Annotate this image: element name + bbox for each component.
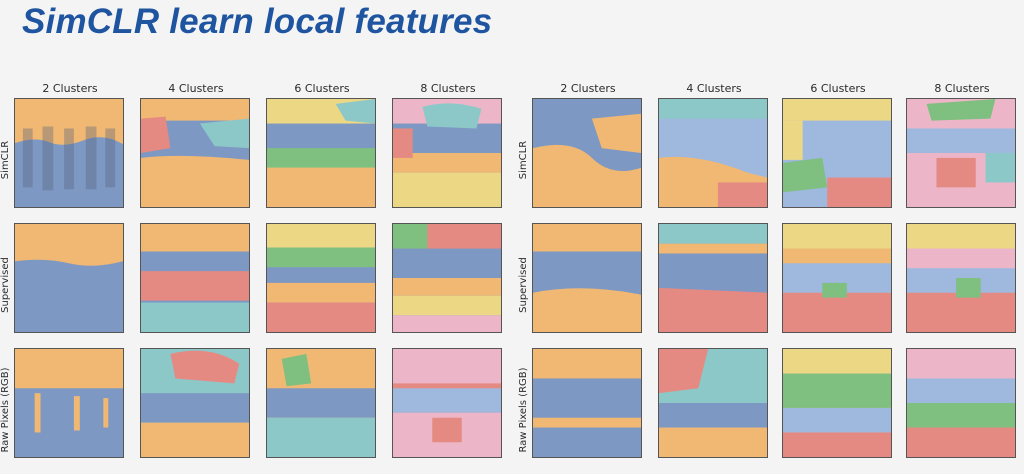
cluster-map-people-simclr-8 <box>392 98 502 208</box>
cluster-map-room-simclr-4 <box>658 98 768 208</box>
cluster-map-room-raw-6 <box>782 348 892 458</box>
cluster-map-room-supervised-8 <box>906 223 1016 333</box>
cluster-map-room-supervised-6 <box>782 223 892 333</box>
row-label: Supervised <box>0 257 11 313</box>
col-header: 4 Clusters <box>686 82 742 95</box>
cluster-map-people-simclr-4 <box>140 98 250 208</box>
row-label: Raw Pixels (RGB) <box>518 367 529 453</box>
cluster-map-room-raw-8 <box>906 348 1016 458</box>
cluster-map-room-supervised-2 <box>532 223 642 333</box>
col-header: 6 Clusters <box>810 82 866 95</box>
row-label: SimCLR <box>0 140 11 180</box>
slide-title: SimCLR learn local features <box>22 2 493 41</box>
cluster-map-room-raw-2 <box>532 348 642 458</box>
cluster-map-people-simclr-2 <box>14 98 124 208</box>
row-label: Raw Pixels (RGB) <box>0 367 11 453</box>
row-label: SimCLR <box>518 140 529 180</box>
cluster-map-people-raw-8 <box>392 348 502 458</box>
cluster-map-people-supervised-2 <box>14 223 124 333</box>
col-header: 2 Clusters <box>560 82 616 95</box>
col-header: 2 Clusters <box>42 82 98 95</box>
cluster-map-people-raw-2 <box>14 348 124 458</box>
cluster-map-people-raw-4 <box>140 348 250 458</box>
cluster-map-people-raw-6 <box>266 348 376 458</box>
col-header: 6 Clusters <box>294 82 350 95</box>
col-header: 4 Clusters <box>168 82 224 95</box>
col-header: 8 Clusters <box>420 82 476 95</box>
cluster-map-people-supervised-8 <box>392 223 502 333</box>
cluster-map-room-simclr-8 <box>906 98 1016 208</box>
cluster-map-room-simclr-6 <box>782 98 892 208</box>
cluster-map-room-raw-4 <box>658 348 768 458</box>
cluster-map-people-supervised-6 <box>266 223 376 333</box>
cluster-map-room-simclr-2 <box>532 98 642 208</box>
row-label: Supervised <box>518 257 529 313</box>
cluster-map-people-supervised-4 <box>140 223 250 333</box>
col-header: 8 Clusters <box>934 82 990 95</box>
cluster-map-people-simclr-6 <box>266 98 376 208</box>
cluster-map-room-supervised-4 <box>658 223 768 333</box>
